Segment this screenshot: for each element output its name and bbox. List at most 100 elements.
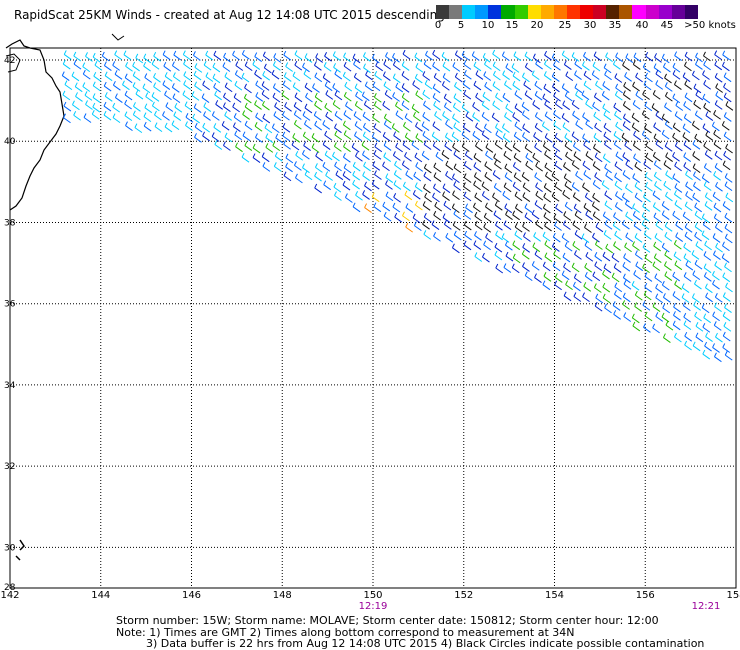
wind-barb [215,100,223,110]
coastline [5,33,125,561]
wind-barb [544,240,553,250]
wind-barb [355,91,363,102]
wind-barb [692,270,701,281]
wind-barb [702,220,711,231]
wind-barb [474,231,482,241]
wind-barb [483,240,491,251]
wind-barb [583,80,592,91]
wind-barb [172,72,181,82]
wind-barb [683,320,692,331]
wind-barb [423,163,432,174]
wind-barb [271,69,280,80]
wind-barb [382,131,391,142]
wind-barb [534,80,543,91]
wind-barb [663,180,672,191]
wind-barb [564,241,573,252]
wind-barb [722,343,731,353]
wind-barb [684,231,693,242]
wind-barb [194,133,202,143]
wind-barb [393,193,401,203]
wind-barb [651,103,660,113]
wind-barb [322,120,331,130]
wind-barb [713,139,722,150]
wind-barb [694,110,703,121]
wind-barb [684,51,693,62]
wind-barb [201,93,210,103]
wind-barb [643,323,651,333]
wind-barb [542,141,551,152]
wind-barb [712,343,720,353]
wind-barb [723,150,732,161]
footer-storm-info: Storm number: 15W; Storm name: MOLAVE; S… [116,614,659,627]
wind-barb [351,142,360,153]
wind-barb [83,113,92,123]
wind-barb [313,111,322,121]
wind-barb [461,103,470,113]
wind-barb [445,119,453,130]
wind-barb [383,60,392,70]
wind-barb [572,281,581,292]
wind-barb [694,259,703,270]
wind-barb [184,101,193,112]
wind-barb [703,313,711,324]
wind-barb [304,170,313,181]
colorbar-segment [580,5,594,19]
wind-barb [301,149,310,160]
wind-barb [693,181,701,192]
wind-barb [682,123,691,134]
wind-barb [293,119,302,130]
wind-barb [691,293,700,303]
wind-barb [695,332,704,343]
wind-barb [664,271,673,281]
wind-barb [665,320,674,331]
wind-barb [75,92,83,102]
wind-barb [182,90,191,101]
wind-barb [502,70,510,81]
wind-barb [395,110,404,121]
wind-barb [701,303,710,314]
wind-barb [693,99,702,110]
wind-barb [85,100,93,110]
wind-barb [274,151,283,162]
wind-barb [272,92,281,103]
wind-barb [565,151,573,162]
wind-barb [583,170,592,180]
wind-barb [632,100,641,110]
wind-barb [273,111,282,121]
wind-barb [551,171,560,182]
wind-barb [672,291,681,301]
wind-barb [664,142,673,152]
wind-barb [543,71,552,81]
wind-barb [334,90,343,101]
wind-barb [684,92,693,103]
wind-barb [315,151,323,162]
wind-barb [632,141,641,151]
wind-barb [534,122,543,133]
colorbar-label: 35 [608,20,622,31]
wind-barb [674,190,682,200]
wind-barb [272,83,281,93]
wind-barb [534,250,543,260]
wind-barb [645,182,653,192]
wind-barb [484,60,492,70]
wind-barb [553,60,561,71]
wind-barb [232,122,241,132]
wind-barb [283,50,292,61]
wind-barb [302,163,310,174]
wind-barb [153,51,161,62]
wind-barb [561,113,570,123]
wind-barb [372,161,381,171]
wind-barb [203,60,212,71]
wind-barb [695,241,704,251]
wind-barb [493,182,502,193]
wind-barb [483,222,492,233]
wind-barb [443,93,452,104]
wind-barb [185,112,194,123]
wind-barb [524,212,533,223]
wind-barb [93,71,102,82]
wind-barb [494,250,503,261]
wind-barb [442,213,451,223]
wind-barb [704,341,712,352]
colorbar-label: 5 [457,20,465,31]
